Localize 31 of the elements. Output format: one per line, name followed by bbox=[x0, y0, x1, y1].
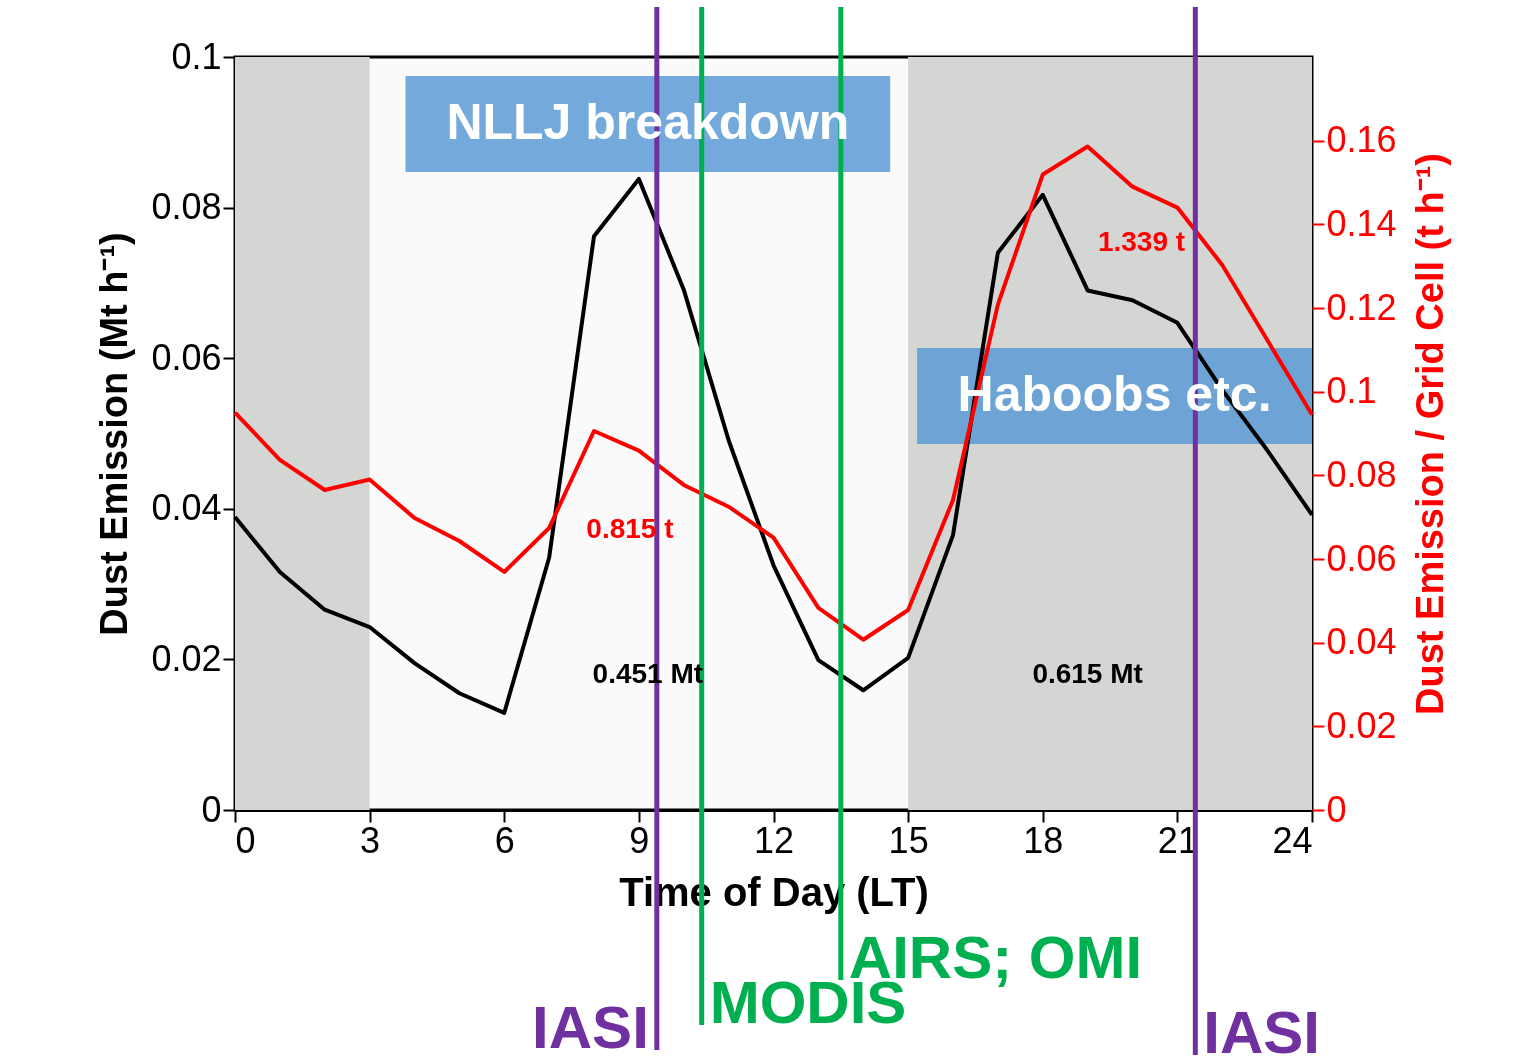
y2-tick-label: 0.12 bbox=[1326, 286, 1397, 328]
y2-tick-label: 0.06 bbox=[1326, 537, 1397, 579]
x-tick-label: 15 bbox=[888, 819, 929, 861]
y2-tick-label: 0.08 bbox=[1326, 453, 1397, 495]
y2-tick-label: 0.14 bbox=[1326, 202, 1397, 244]
x-tick-label: 24 bbox=[1272, 819, 1313, 861]
x-tick-label: 3 bbox=[360, 819, 381, 861]
y-axis-title: Dust Emission (Mt h⁻¹) bbox=[93, 232, 136, 636]
y2-tick-label: 0.02 bbox=[1326, 704, 1397, 746]
y-tick-label: 0 bbox=[201, 788, 222, 830]
x-tick-label: 12 bbox=[753, 819, 795, 861]
annotation: 0.615 Mt bbox=[1032, 658, 1143, 689]
line-series bbox=[233, 144, 1314, 642]
x-tick-label: 18 bbox=[1023, 819, 1064, 861]
y-tick-label: 0.06 bbox=[151, 336, 222, 378]
y2-tick-label: 0.04 bbox=[1326, 621, 1397, 663]
x-tick-label: 21 bbox=[1157, 819, 1198, 861]
y-tick-label: 0.1 bbox=[171, 35, 222, 77]
ref-line-label: IASI bbox=[1203, 999, 1321, 1061]
x-tick-label: 0 bbox=[235, 819, 256, 861]
y-tick-label: 0.02 bbox=[151, 637, 222, 679]
x-tick-label: 6 bbox=[494, 819, 515, 861]
y2-axis-title: Dust Emission / Grid Cell (t h⁻¹) bbox=[1408, 153, 1451, 715]
y2-tick-label: 0.16 bbox=[1326, 119, 1397, 161]
y2-tick-label: 0 bbox=[1326, 788, 1347, 830]
y-tick-label: 0.08 bbox=[151, 186, 222, 228]
annotation: 1.339 t bbox=[1097, 226, 1186, 257]
y2-tick-label: 0.1 bbox=[1326, 370, 1377, 412]
y-tick-label: 0.04 bbox=[151, 487, 222, 529]
x-tick-label: 9 bbox=[629, 819, 650, 861]
ref-line-label: IASI bbox=[532, 994, 649, 1061]
